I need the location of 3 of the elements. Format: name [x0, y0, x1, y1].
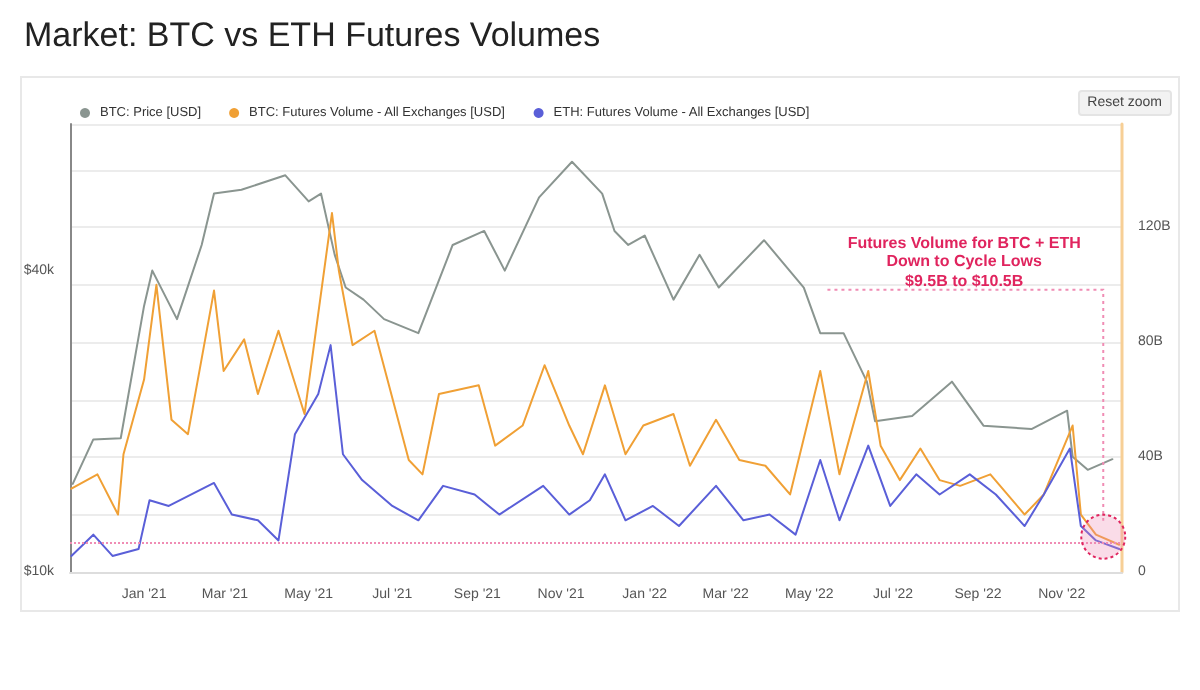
- chart-title: Market: BTC vs ETH Futures Volumes: [24, 16, 601, 56]
- annotation: Futures Volume for BTC + ETH Down to Cycle Lows $9.5B to $10.5B: [845, 233, 1083, 291]
- line-series: [71, 160, 1114, 485]
